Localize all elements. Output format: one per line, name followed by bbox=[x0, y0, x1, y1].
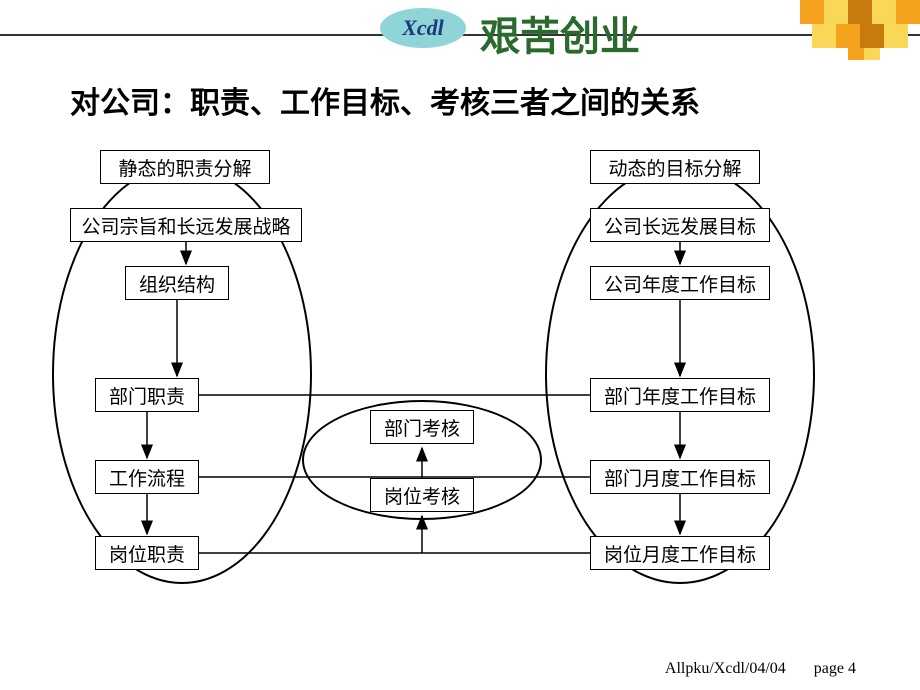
pixel-decoration bbox=[800, 0, 920, 60]
label: 动态的目标分解 bbox=[608, 154, 741, 181]
box-l5: 岗位职责 bbox=[95, 536, 199, 570]
box-right-header: 动态的目标分解 bbox=[590, 150, 760, 184]
label: 公司宗旨和长远发展战略 bbox=[81, 212, 290, 239]
logo-text: Xcdl bbox=[402, 15, 444, 41]
box-r5: 岗位月度工作目标 bbox=[590, 536, 770, 570]
box-r1: 公司长远发展目标 bbox=[590, 208, 770, 242]
footer: Allpku/Xcdl/04/04 page 4 bbox=[665, 660, 880, 678]
label: 公司年度工作目标 bbox=[604, 270, 756, 297]
label: 组织结构 bbox=[139, 270, 215, 297]
logo-badge: Xcdl bbox=[380, 8, 466, 48]
label: 岗位月度工作目标 bbox=[604, 540, 756, 567]
brand-text: 艰苦创业 bbox=[480, 4, 640, 62]
box-r3: 部门年度工作目标 bbox=[590, 378, 770, 412]
header: Xcdl 艰苦创业 bbox=[0, 0, 920, 60]
label: 部门年度工作目标 bbox=[604, 382, 756, 409]
label: 部门考核 bbox=[384, 414, 460, 441]
box-l3: 部门职责 bbox=[95, 378, 199, 412]
label: 静态的职责分解 bbox=[118, 154, 251, 181]
label: 部门月度工作目标 bbox=[604, 464, 756, 491]
footer-source: Allpku/Xcdl/04/04 bbox=[665, 660, 786, 677]
label: 部门职责 bbox=[109, 382, 185, 409]
box-r2: 公司年度工作目标 bbox=[590, 266, 770, 300]
box-left-header: 静态的职责分解 bbox=[100, 150, 270, 184]
footer-page: page 4 bbox=[814, 660, 856, 677]
box-l2: 组织结构 bbox=[125, 266, 229, 300]
box-l1: 公司宗旨和长远发展战略 bbox=[70, 208, 302, 242]
label: 工作流程 bbox=[109, 464, 185, 491]
label: 岗位考核 bbox=[384, 482, 460, 509]
box-c1: 部门考核 bbox=[370, 410, 474, 444]
label: 岗位职责 bbox=[109, 540, 185, 567]
page-title: 对公司：职责、工作目标、考核三者之间的关系 bbox=[70, 78, 700, 122]
box-c2: 岗位考核 bbox=[370, 478, 474, 512]
flowchart-diagram: 静态的职责分解 公司宗旨和长远发展战略 组织结构 部门职责 工作流程 岗位职责 … bbox=[0, 140, 920, 650]
box-l4: 工作流程 bbox=[95, 460, 199, 494]
label: 公司长远发展目标 bbox=[604, 212, 756, 239]
box-r4: 部门月度工作目标 bbox=[590, 460, 770, 494]
